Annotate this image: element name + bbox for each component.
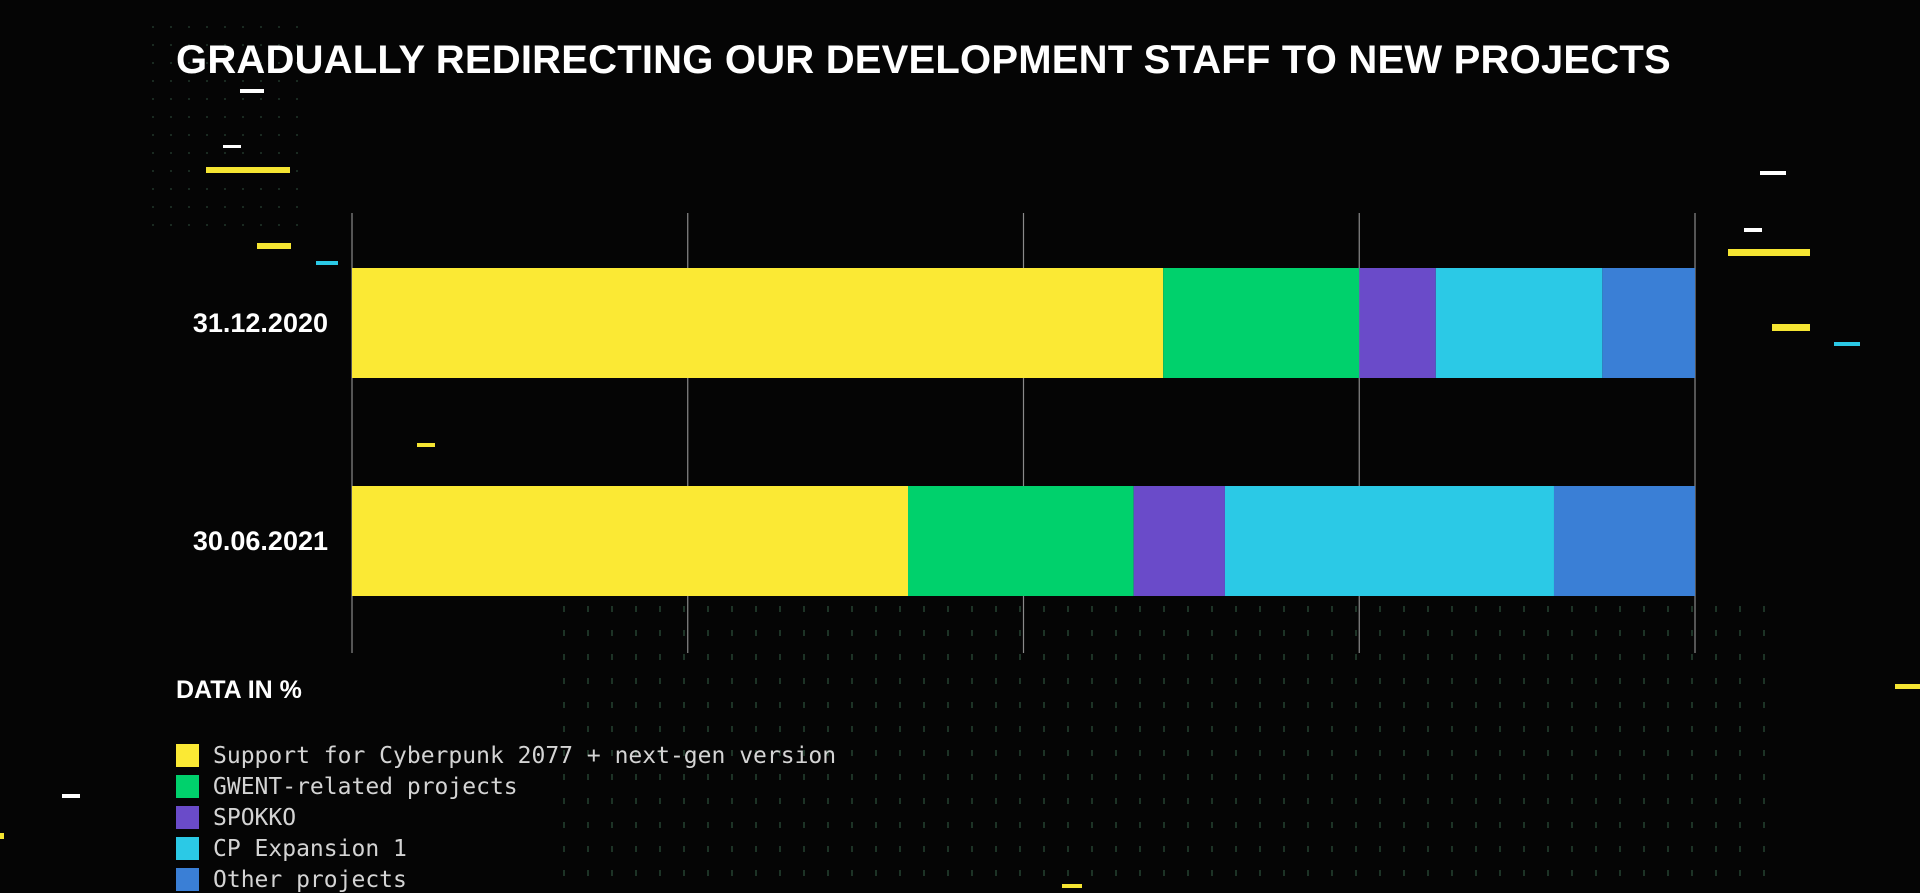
bar-segment: [1553, 486, 1695, 596]
dot-grid-pattern: [150, 10, 300, 240]
legend-swatch: [176, 868, 199, 891]
legend-swatch: [176, 837, 199, 860]
legend-swatch: [176, 775, 199, 798]
bar-segment: [1163, 268, 1360, 378]
legend-item: Support for Cyberpunk 2077 + next-gen ve…: [176, 740, 836, 771]
legend-item: GWENT-related projects: [176, 771, 836, 802]
legend-swatch: [176, 806, 199, 829]
legend-label: Support for Cyberpunk 2077 + next-gen ve…: [213, 742, 837, 769]
legend-swatch: [176, 744, 199, 767]
dot-grid-pattern: [560, 600, 1780, 893]
page-title: GRADUALLY REDIRECTING OUR DEVELOPMENT ST…: [176, 38, 1671, 82]
legend-item: SPOKKO: [176, 802, 836, 833]
bar-segment: [908, 486, 1134, 596]
legend-item: Other projects: [176, 864, 836, 893]
legend-label: CP Expansion 1: [213, 835, 407, 862]
data-unit-note: DATA IN %: [176, 676, 302, 704]
bar-segment: [352, 268, 1164, 378]
bar-segment: [1435, 268, 1603, 378]
bar-segment: [1359, 268, 1436, 378]
legend-item: CP Expansion 1: [176, 833, 836, 864]
bar-segment: [352, 486, 909, 596]
glitch-dashes: [0, 89, 1920, 888]
legend-label: GWENT-related projects: [213, 773, 518, 800]
bar-segment: [1133, 486, 1225, 596]
chart-legend: Support for Cyberpunk 2077 + next-gen ve…: [176, 740, 836, 893]
category-label: 31.12.2020: [193, 308, 328, 338]
bar-segment: [1602, 268, 1695, 378]
legend-label: SPOKKO: [213, 804, 297, 831]
category-label: 30.06.2021: [193, 526, 328, 556]
legend-label: Other projects: [213, 866, 407, 893]
bar-segment: [1224, 486, 1554, 596]
